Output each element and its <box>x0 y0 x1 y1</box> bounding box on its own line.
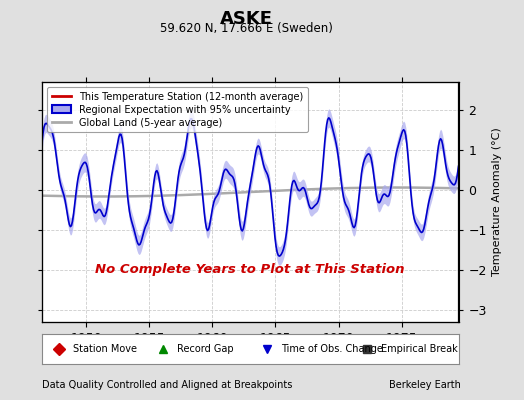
Legend: This Temperature Station (12-month average), Regional Expectation with 95% uncer: This Temperature Station (12-month avera… <box>47 87 308 132</box>
Text: Record Gap: Record Gap <box>177 344 234 354</box>
Text: Data Quality Controlled and Aligned at Breakpoints: Data Quality Controlled and Aligned at B… <box>42 380 292 390</box>
Text: Station Move: Station Move <box>73 344 137 354</box>
Y-axis label: Temperature Anomaly (°C): Temperature Anomaly (°C) <box>492 128 502 276</box>
Text: 59.620 N, 17.666 E (Sweden): 59.620 N, 17.666 E (Sweden) <box>160 22 333 35</box>
Text: Empirical Break: Empirical Break <box>381 344 458 354</box>
Text: ASKE: ASKE <box>220 10 273 28</box>
Text: Berkeley Earth: Berkeley Earth <box>389 380 461 390</box>
Text: No Complete Years to Plot at This Station: No Complete Years to Plot at This Statio… <box>95 263 405 276</box>
Text: Time of Obs. Change: Time of Obs. Change <box>281 344 384 354</box>
